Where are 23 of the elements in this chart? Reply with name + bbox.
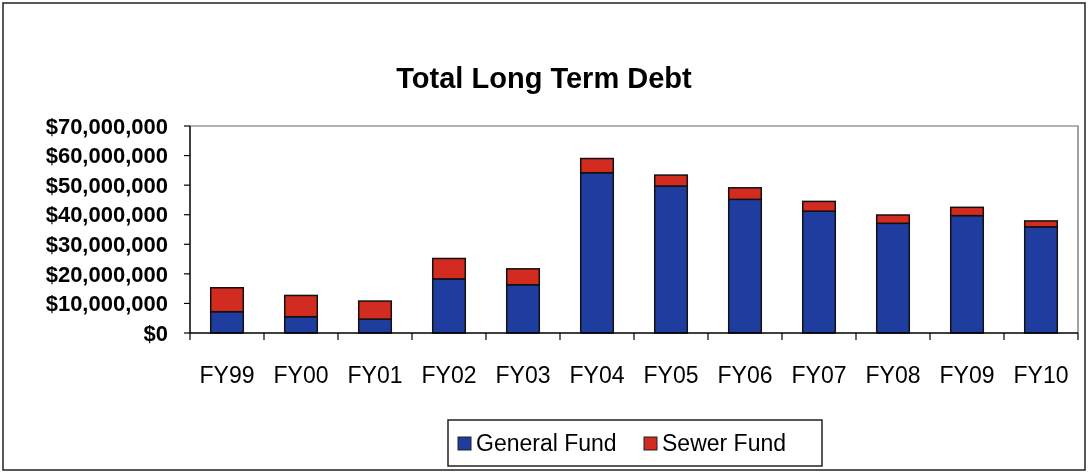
legend-label: General Fund	[476, 430, 617, 456]
legend-label: Sewer Fund	[662, 430, 787, 456]
x-tick-label: FY06	[717, 362, 773, 388]
y-tick-label: $70,000,000	[45, 113, 168, 139]
y-tick-label: $0	[143, 320, 168, 346]
x-tick-label: FY07	[791, 362, 847, 388]
x-tick-label: FY01	[347, 362, 403, 388]
x-tick-label: FY09	[939, 362, 995, 388]
x-tick-label: FY03	[495, 362, 551, 388]
y-tick-label: $50,000,000	[45, 172, 168, 198]
x-tick-label: FY08	[865, 362, 921, 388]
y-tick-label: $30,000,000	[45, 231, 168, 257]
chart-title: Total Long Term Debt	[396, 62, 693, 94]
y-tick-label: $20,000,000	[45, 261, 168, 287]
x-tick-label: FY02	[421, 362, 477, 388]
y-tick-label: $10,000,000	[45, 291, 168, 317]
y-tick-label: $60,000,000	[45, 143, 168, 169]
x-tick-label: FY99	[199, 362, 255, 388]
x-tick-label: FY10	[1013, 362, 1069, 388]
x-tick-label: FY04	[569, 362, 625, 388]
x-tick-label: FY00	[273, 362, 329, 388]
x-tick-label: FY05	[643, 362, 699, 388]
y-tick-label: $40,000,000	[45, 202, 168, 228]
